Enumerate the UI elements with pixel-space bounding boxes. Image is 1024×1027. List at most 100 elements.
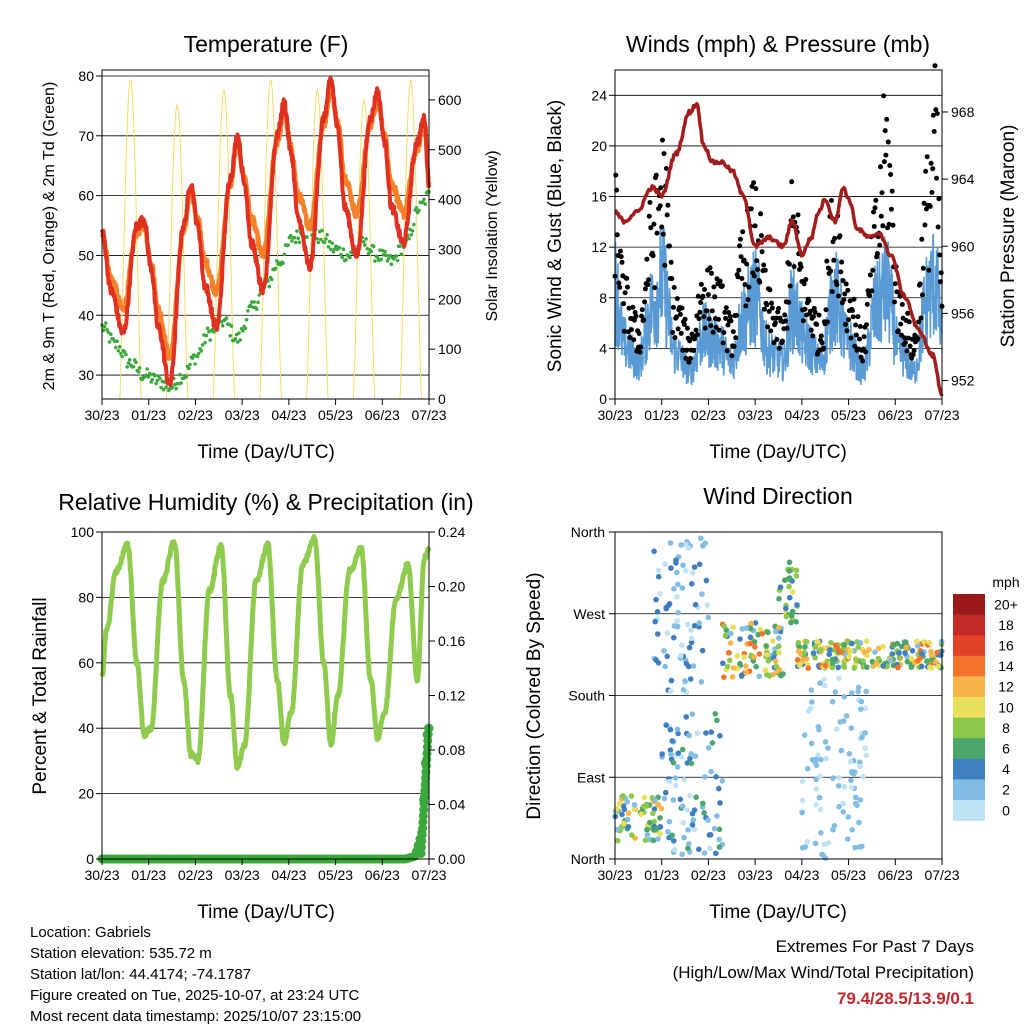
wind-direction-point xyxy=(826,651,832,658)
gust-point xyxy=(918,315,924,321)
dewpoint-point xyxy=(270,277,274,282)
wind-direction-point xyxy=(675,730,681,737)
winds-ytick-label-right: 960 xyxy=(951,238,975,254)
wind-direction-point xyxy=(816,794,823,801)
dewpoint-point xyxy=(331,250,336,254)
wind-direction-point xyxy=(813,802,819,808)
wind-direction-point xyxy=(614,837,621,844)
humidity-xtick-label: 01/23 xyxy=(131,867,166,883)
gust-point xyxy=(824,258,830,264)
gust-point xyxy=(821,345,827,351)
wind-direction-point xyxy=(783,605,789,612)
dewpoint-point xyxy=(324,237,328,241)
gust-point xyxy=(767,287,773,293)
wind-direction-point xyxy=(821,676,827,682)
wind-direction-point xyxy=(696,561,703,568)
gust-point xyxy=(762,267,768,273)
dewpoint-point xyxy=(326,245,331,249)
wind-direction-point xyxy=(747,625,754,632)
wind-direction-point xyxy=(783,613,790,620)
wind-direction-point xyxy=(700,800,706,807)
gust-point xyxy=(915,336,921,342)
wind-direction-point xyxy=(869,658,876,665)
gust-point xyxy=(934,111,940,116)
wind-direction-point xyxy=(937,652,944,658)
dewpoint-point xyxy=(320,228,324,233)
wind-direction-point xyxy=(848,690,855,696)
gust-point xyxy=(639,313,644,319)
wind-direction-point xyxy=(713,774,719,780)
gust-point xyxy=(695,293,701,299)
gust-point xyxy=(883,152,889,158)
dewpoint-point xyxy=(228,334,233,338)
humidity-ytick-label-right: 0.08 xyxy=(438,742,465,758)
dewpoint-point xyxy=(184,375,189,379)
dewpoint-point xyxy=(409,233,414,237)
wind-direction-point xyxy=(765,629,771,636)
gust-point xyxy=(773,315,779,321)
gust-point xyxy=(831,257,837,263)
gust-point xyxy=(657,203,663,209)
gust-point xyxy=(905,310,911,316)
wind-direction-point xyxy=(661,795,668,802)
wind-direction-point xyxy=(691,622,698,629)
gust-point xyxy=(691,348,697,353)
wind-direction-point xyxy=(668,677,675,684)
temperature-2m-line xyxy=(100,76,431,387)
wind-direction-point xyxy=(694,730,700,736)
temperature-plot-frame xyxy=(101,69,430,400)
gust-point xyxy=(819,340,825,346)
gust-point xyxy=(617,284,623,290)
wind-direction-point xyxy=(863,752,870,759)
gust-point xyxy=(748,206,754,212)
gust-point xyxy=(757,279,763,285)
gust-point xyxy=(622,290,628,296)
gust-point xyxy=(764,302,770,308)
wind-direction-point xyxy=(857,797,864,803)
wind-direction-point xyxy=(678,542,684,548)
gust-point xyxy=(745,297,751,303)
gust-point xyxy=(769,305,775,311)
dewpoint-point xyxy=(337,246,342,250)
gust-point xyxy=(881,93,887,99)
gust-point xyxy=(869,288,875,294)
wind-direction-point xyxy=(855,688,861,695)
wind-direction-point xyxy=(898,643,905,650)
wind-direction-point xyxy=(848,784,855,791)
dewpoint-point xyxy=(106,330,111,335)
wind-direction-point xyxy=(644,826,650,833)
wind-direction-point xyxy=(704,602,711,608)
wind-direction-point xyxy=(654,609,661,615)
humidity-xtick-label: 07/23 xyxy=(411,867,446,883)
wind-direction-point xyxy=(846,654,852,660)
wind-direction-point xyxy=(909,648,916,654)
wind-direction-point xyxy=(690,663,697,669)
dewpoint-point xyxy=(246,309,250,313)
dewpoint-point xyxy=(150,378,155,382)
gust-point xyxy=(850,308,855,313)
wind-direction-point xyxy=(686,732,692,739)
gust-point xyxy=(642,286,648,292)
winds-xtick-label: 03/23 xyxy=(738,407,773,423)
wind-direction-point xyxy=(651,548,657,555)
gust-point xyxy=(716,316,721,322)
wind-direction-point xyxy=(864,664,870,670)
dewpoint-point xyxy=(158,376,162,381)
dewpoint-point xyxy=(361,240,366,244)
gust-point xyxy=(662,262,668,268)
gust-point xyxy=(929,190,935,195)
humidity-ytick-label-right: 0.16 xyxy=(438,633,465,649)
gust-point xyxy=(758,211,764,217)
gust-point xyxy=(621,328,627,334)
solar-insolation-line xyxy=(399,78,422,400)
gust-point xyxy=(739,276,745,281)
extremes-box: Extremes For Past 7 Days (High/Low/Max W… xyxy=(673,934,974,1012)
temperature-ylabel-right: Solar Insolation (Yellow) xyxy=(484,150,501,321)
winds-ylabel-right: Station Pressure (Maroon) xyxy=(998,125,1019,348)
wind-direction-point xyxy=(641,803,647,810)
wind-direction-point xyxy=(743,663,749,669)
dewpoint-point xyxy=(341,247,346,251)
temperature-title: Temperature (F) xyxy=(184,31,349,57)
wind-direction-point xyxy=(678,754,685,760)
temperature-ytick-label: 80 xyxy=(78,68,94,84)
